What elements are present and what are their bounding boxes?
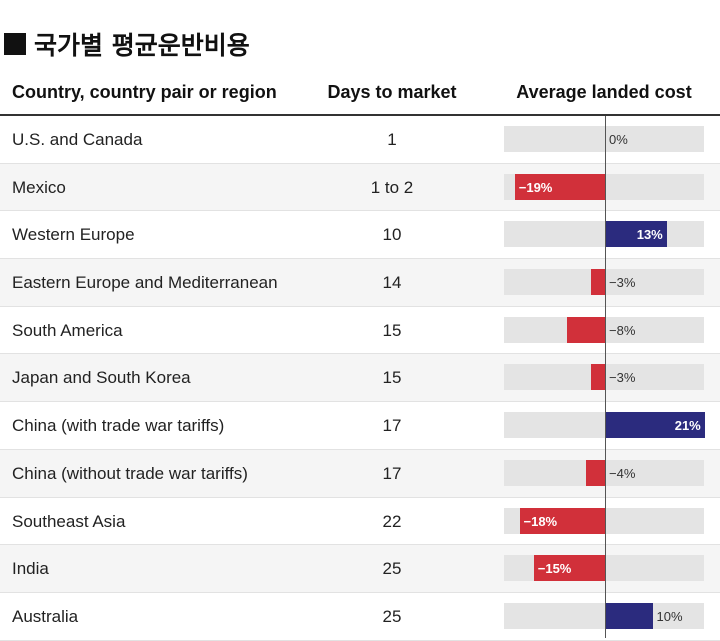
cost-bar: [590, 269, 605, 296]
country-cell: Southeast Asia: [12, 511, 126, 531]
table-body: U.S. and Canada 1 0% Mexico 1 to 2 −19% Wester…: [0, 116, 720, 641]
cost-bar: [567, 316, 605, 343]
country-cell: China (without trade war tariffs): [12, 463, 248, 483]
cost-value-label: −8%: [609, 322, 636, 338]
days-cell: 25: [382, 559, 402, 579]
days-cell: 1 to 2: [370, 177, 414, 197]
days-cell: 17: [382, 416, 402, 436]
cost-bar: [590, 364, 605, 391]
table-row: Japan and South Korea 15 −3%: [0, 354, 720, 403]
zero-axis-line: [605, 116, 606, 638]
cost-value-label: −19%: [518, 179, 553, 195]
cost-bar-track: −18%: [504, 507, 704, 534]
table-row: Australia 25 10%: [0, 593, 720, 641]
country-cell: Eastern Europe and Mediterranean: [12, 273, 278, 293]
cost-bar-track: −3%: [504, 364, 704, 391]
cost-bar: [605, 412, 705, 439]
country-cell: Mexico: [12, 177, 66, 197]
table-row: China (with trade war tariffs) 17 21%: [0, 402, 720, 450]
cost-value-label: −3%: [609, 275, 636, 291]
chart-title: 국가별 평균운반비용: [34, 31, 250, 60]
days-cell: 1: [387, 130, 397, 149]
days-cell: 25: [382, 606, 402, 626]
country-cell: China (with trade war tariffs): [12, 416, 225, 436]
cost-value-label: 10%: [656, 608, 683, 624]
cost-value-label: −4%: [609, 465, 636, 481]
table-row: Southeast Asia 22 −18%: [0, 498, 720, 546]
header-days: Days to market: [327, 82, 457, 102]
cost-bar: [605, 221, 667, 248]
cost-value-label: 21%: [674, 418, 701, 434]
cost-bar-track: 10%: [504, 602, 704, 629]
cost-bar-track: −8%: [504, 316, 704, 343]
header-cost: Average landed cost: [516, 82, 692, 102]
table-row: South America 15 −8%: [0, 307, 720, 355]
cost-bar-track: −3%: [504, 269, 704, 296]
cost-bar: [514, 173, 605, 200]
country-cell: India: [12, 559, 49, 579]
country-cell: Australia: [12, 606, 79, 626]
table-row: China (without trade war tariffs) 17 −4%: [0, 449, 720, 498]
country-cell: Western Europe: [12, 225, 135, 245]
table-row: U.S. and Canada 1 0%: [0, 116, 720, 164]
cost-bar: [586, 459, 605, 486]
days-cell: 14: [382, 273, 402, 293]
cost-value-label: −3%: [609, 370, 636, 386]
cost-bar-track: −15%: [504, 555, 704, 582]
header-country: Country, country pair or region: [12, 82, 277, 102]
cost-value-label: 13%: [636, 227, 663, 243]
days-cell: 17: [382, 463, 402, 483]
country-cell: U.S. and Canada: [12, 130, 143, 149]
chart-title-block: 국가별 평균운반비용: [4, 26, 250, 62]
cost-value-label: 0%: [609, 132, 628, 147]
table-row: Western Europe 10 13%: [0, 211, 720, 260]
cost-value-label: −18%: [523, 513, 558, 529]
country-cell: South America: [12, 320, 123, 340]
country-cell: Japan and South Korea: [12, 368, 191, 388]
cost-bar-track: 0%: [504, 126, 704, 152]
table-row: Mexico 1 to 2 −19%: [0, 163, 720, 212]
title-square-icon: [4, 33, 26, 55]
table-row: India 25 −15%: [0, 545, 720, 593]
table-row: Eastern Europe and Mediterranean 14 −3%: [0, 259, 720, 307]
cost-bar-track: 13%: [504, 221, 704, 248]
days-cell: 15: [382, 320, 402, 340]
cost-bar-track: 21%: [504, 412, 705, 439]
cost-bar: [605, 602, 653, 629]
days-cell: 10: [382, 225, 402, 245]
cost-bar: [533, 555, 605, 582]
days-cell: 22: [382, 511, 402, 531]
table-header: Country, country pair or region Days to …: [0, 70, 720, 114]
cost-bar-track: −19%: [504, 173, 704, 200]
cost-bar-track: −4%: [504, 459, 704, 486]
header-divider: [0, 114, 720, 116]
days-cell: 15: [382, 368, 402, 388]
cost-bar: [519, 507, 605, 534]
cost-value-label: −15%: [537, 561, 572, 577]
